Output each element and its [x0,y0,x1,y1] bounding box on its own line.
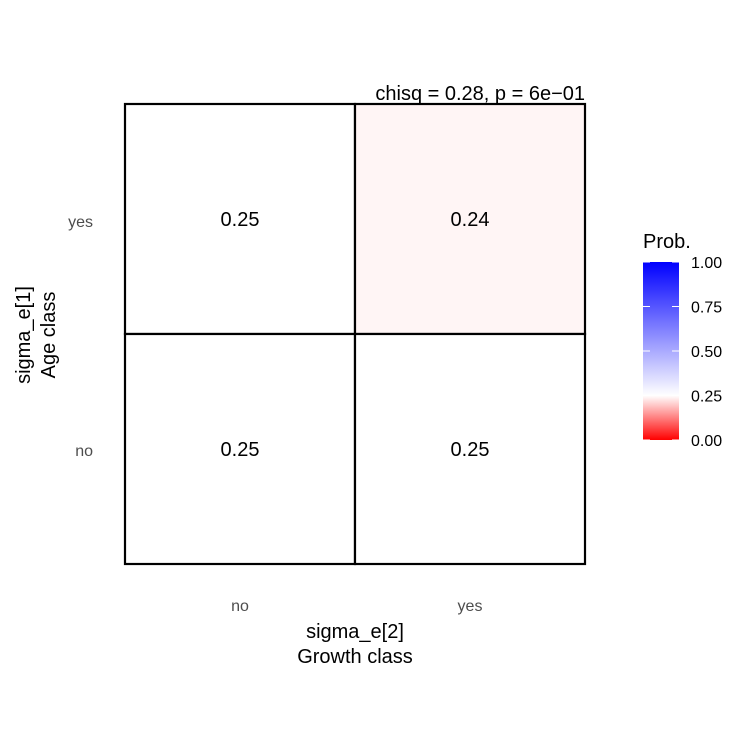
y-axis-title-line1: sigma_e[1] [13,286,35,384]
x-axis-title-line2: Growth class [297,646,413,668]
y-tick-label-yes: yes [68,214,93,231]
cell-value-label-yes-no: 0.25 [221,209,260,231]
chart-subtitle: chisq = 0.28, p = 6e−01 [375,83,585,105]
legend-tick-label: 0.25 [691,389,722,406]
y-tick-label-no: no [75,443,93,460]
heatmap-cells: 0.25 0.24 0.25 0.25 [123,102,587,566]
heatmap-cell-yes-yes [353,102,587,336]
legend-ticks: 0.00 0.25 0.50 0.75 1.00 [643,255,722,450]
cell-value-label-no-no: 0.25 [221,439,260,461]
legend: Prob. 0.00 0.25 0.50 0.75 1.00 [643,231,722,450]
heatmap-cell-yes-no [123,102,357,336]
x-tick-label-no: no [231,598,249,615]
legend-tick-label: 1.00 [691,255,722,272]
heatmap-cell-no-no [123,332,357,566]
legend-tick-label: 0.75 [691,300,722,317]
legend-title: Prob. [643,231,691,253]
cell-value-label-no-yes: 0.25 [451,439,490,461]
x-tick-label-yes: yes [458,598,483,615]
legend-tick-label: 0.00 [691,433,722,450]
y-axis-title-line2: Age class [38,292,60,379]
heatmap-cell-no-yes [353,332,587,566]
legend-tick-label: 0.50 [691,344,722,361]
cell-value-label-yes-yes: 0.24 [451,209,490,231]
x-axis-title-line1: sigma_e[2] [306,621,404,643]
